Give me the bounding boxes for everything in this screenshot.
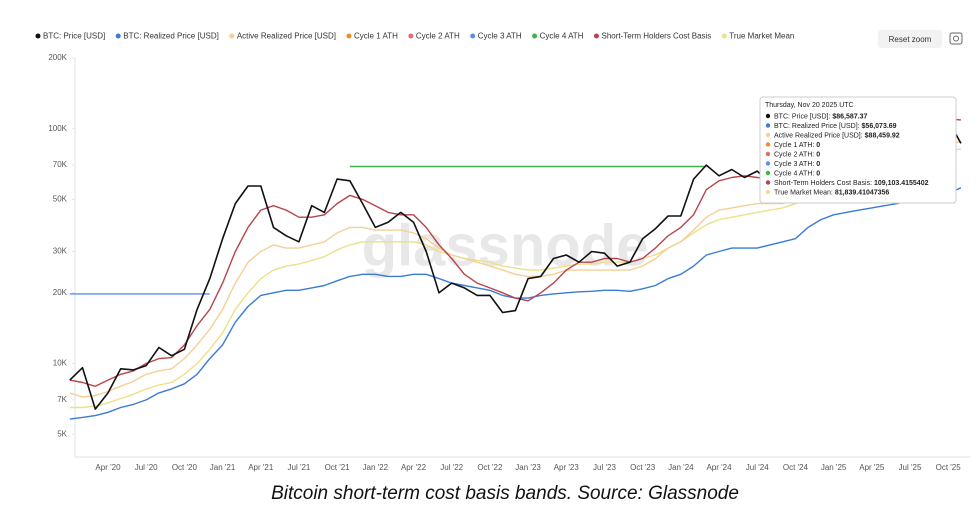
legend-label: True Market Mean bbox=[729, 32, 794, 41]
tooltip-marker bbox=[765, 161, 771, 166]
x-tick-label: Jan '24 bbox=[668, 463, 694, 472]
x-tick-label: Jul '21 bbox=[288, 463, 311, 472]
legend-label: BTC: Realized Price [USD] bbox=[123, 32, 219, 41]
legend-label: Cycle 3 ATH bbox=[478, 32, 522, 41]
y-tick-label: 200K bbox=[48, 53, 67, 62]
tooltip-row: Cycle 4 ATH: 0 bbox=[774, 170, 820, 177]
tooltip-row: BTC: Price [USD]: $86,587.37 bbox=[774, 113, 867, 120]
tooltip-value: 109,103.4155402 bbox=[874, 180, 929, 187]
legend-label: Active Realized Price [USD] bbox=[237, 32, 336, 41]
tooltip-label: True Market Mean: bbox=[774, 189, 835, 196]
tooltip-value: $56,073.69 bbox=[862, 123, 897, 130]
legend-marker bbox=[115, 33, 121, 39]
tooltip-row: True Market Mean: 81,839.41047356 bbox=[774, 189, 889, 196]
x-tick-label: Oct '21 bbox=[325, 463, 351, 472]
watermark: glassnode bbox=[362, 213, 649, 278]
x-tick-label: Oct '22 bbox=[477, 463, 503, 472]
reset-zoom-button[interactable] bbox=[878, 30, 942, 48]
x-tick-label: Apr '25 bbox=[859, 463, 885, 472]
tooltip-marker bbox=[765, 113, 771, 119]
tooltip-value: 0 bbox=[816, 161, 820, 168]
legend-label: Cycle 2 ATH bbox=[416, 32, 460, 41]
tooltip-marker bbox=[765, 123, 771, 128]
x-tick-label: Apr '23 bbox=[554, 463, 580, 472]
legend-marker bbox=[470, 33, 476, 39]
x-tick-label: Oct '25 bbox=[936, 463, 962, 472]
x-tick-label: Jan '22 bbox=[363, 463, 389, 472]
legend-marker bbox=[408, 33, 414, 39]
tooltip-label: Short-Term Holders Cost Basis: bbox=[774, 180, 874, 187]
tooltip-label: BTC: Realized Price [USD]: bbox=[774, 123, 862, 130]
x-tick-label: Apr '22 bbox=[401, 463, 427, 472]
y-tick-label: 50K bbox=[53, 195, 68, 204]
x-tick-label: Jan '23 bbox=[515, 463, 541, 472]
tooltip-label: Cycle 4 ATH: bbox=[774, 170, 816, 177]
x-tick-label: Jul '25 bbox=[899, 463, 922, 472]
tooltip-label: BTC: Price [USD]: bbox=[774, 113, 832, 120]
reset-zoom-label[interactable]: Reset zoom bbox=[889, 35, 932, 44]
tooltip-value: 0 bbox=[816, 151, 820, 158]
camera-lens bbox=[953, 35, 959, 42]
tooltip-row: Cycle 1 ATH: 0 bbox=[774, 142, 820, 149]
x-tick-label: Jul '23 bbox=[593, 463, 616, 472]
x-tick-label: Apr '20 bbox=[95, 463, 121, 472]
tooltip-row: Cycle 3 ATH: 0 bbox=[774, 161, 820, 168]
tooltip-label: Active Realized Price [USD]: bbox=[774, 132, 865, 139]
legend-label: Short-Term Holders Cost Basis bbox=[601, 32, 711, 41]
tooltip-row: Active Realized Price [USD]: $88,459.92 bbox=[774, 132, 900, 139]
y-tick-label: 70K bbox=[53, 160, 68, 169]
tooltip-label: Cycle 3 ATH: bbox=[774, 161, 816, 168]
legend-marker bbox=[229, 33, 235, 39]
legend-marker bbox=[346, 33, 352, 39]
tooltip: Thursday, Nov 20 2025 UTC BTC: Price [USD… bbox=[759, 96, 957, 204]
tooltip-value: 0 bbox=[816, 170, 820, 177]
tooltip-value: $88,459.92 bbox=[865, 132, 900, 139]
legend-label: Cycle 1 ATH bbox=[354, 32, 398, 41]
tooltip-marker bbox=[765, 151, 771, 157]
tooltip-label: Cycle 2 ATH: bbox=[774, 151, 816, 158]
x-tick-label: Oct '24 bbox=[783, 463, 809, 472]
x-tick-label: Jul '22 bbox=[440, 463, 463, 472]
x-tick-label: Oct '20 bbox=[172, 463, 198, 472]
x-tick-label: Oct '23 bbox=[630, 463, 656, 472]
tooltip-row: BTC: Realized Price [USD]: $56,073.69 bbox=[774, 123, 897, 130]
y-tick-label: 5K bbox=[57, 429, 67, 438]
x-tick-label: Jul '24 bbox=[746, 463, 769, 472]
y-tick-label: 30K bbox=[53, 247, 68, 256]
tooltip-row: Cycle 2 ATH: 0 bbox=[774, 151, 820, 158]
tooltip-marker bbox=[765, 189, 771, 195]
x-tick-label: Apr '24 bbox=[706, 463, 732, 472]
x-tick-label: Jan '25 bbox=[821, 463, 847, 472]
tooltip-label: Cycle 1 ATH: bbox=[774, 142, 816, 149]
y-tick-label: 20K bbox=[53, 288, 68, 297]
y-tick-label: 100K bbox=[48, 124, 67, 133]
legend-label: BTC: Price [USD] bbox=[43, 32, 105, 41]
tooltip-value: $86,587.37 bbox=[832, 113, 867, 120]
tooltip-row: Short-Term Holders Cost Basis: 109,103.4… bbox=[774, 180, 929, 187]
tooltip-marker bbox=[765, 170, 771, 176]
x-tick-label: Apr '21 bbox=[248, 463, 274, 472]
y-tick-label: 7K bbox=[57, 395, 67, 404]
tooltip-marker bbox=[765, 180, 771, 185]
legend-marker bbox=[721, 33, 727, 39]
legend-marker bbox=[593, 33, 599, 39]
x-tick-label: Jul '20 bbox=[135, 463, 158, 472]
legend-marker bbox=[532, 33, 538, 39]
legend-marker bbox=[35, 33, 41, 39]
tooltip-title: Thursday, Nov 20 2025 UTC bbox=[765, 102, 854, 109]
camera-icon[interactable] bbox=[949, 32, 963, 45]
y-tick-label: 10K bbox=[53, 359, 68, 368]
tooltip-marker bbox=[765, 142, 771, 147]
x-tick-label: Jan '21 bbox=[210, 463, 236, 472]
tooltip-box bbox=[759, 96, 957, 204]
tooltip-value: 0 bbox=[816, 142, 820, 149]
legend-label: Cycle 4 ATH bbox=[540, 32, 584, 41]
tooltip-marker bbox=[765, 132, 771, 138]
tooltip-value: 81,839.41047356 bbox=[835, 189, 890, 196]
caption: Bitcoin short-term cost basis bands. Sou… bbox=[271, 483, 739, 504]
